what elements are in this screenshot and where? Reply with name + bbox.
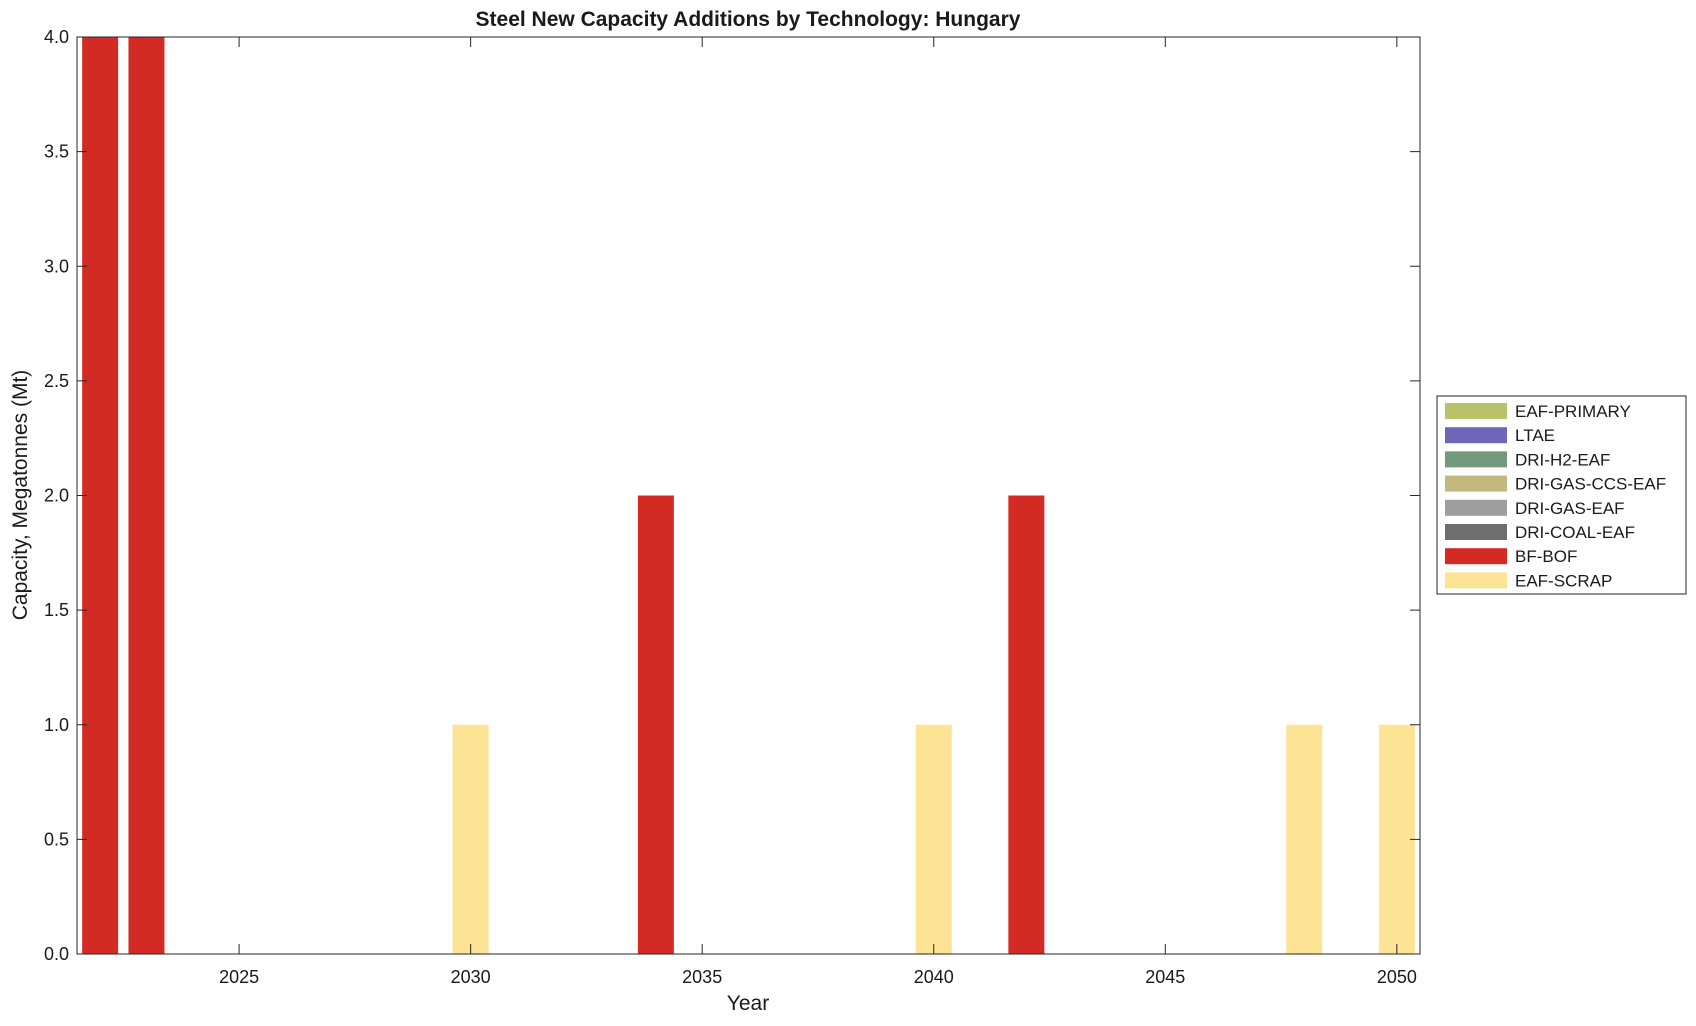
x-tick-label: 2040 [914,967,954,987]
y-tick-label: 1.5 [44,600,69,620]
legend-swatch-dri-h2-eaf [1445,451,1507,468]
chart-title: Steel New Capacity Additions by Technolo… [476,8,1021,31]
y-tick-label: 0.5 [44,829,69,849]
x-tick-label: 2030 [451,967,491,987]
legend-label-dri-coal-eaf: DRI-COAL-EAF [1515,523,1635,542]
legend-items: EAF-PRIMARY LTAE DRI-H2-EAF DRI-GAS-CCS-EAF… [1445,402,1666,590]
bar-eaf-scrap-2048 [1286,724,1323,954]
legend-label-ltae: LTAE [1515,426,1555,445]
legend-label-dri-gas-eaf: DRI-GAS-EAF [1515,499,1625,518]
y-tick-label: 4.0 [44,27,69,47]
legend-label-dri-gas-ccs-eaf: DRI-GAS-CCS-EAF [1515,475,1666,494]
ticks-layer: 2025 2030 2035 2040 2045 2050 0.0 0.5 1.0 1.5 2.0 2… [44,27,1420,987]
legend-label-bf-bof: BF-BOF [1515,547,1577,566]
legend-swatch-dri-gas-ccs-eaf [1445,475,1507,492]
y-tick-label: 1.0 [44,715,69,735]
x-tick-label: 2050 [1377,967,1417,987]
bar-eaf-scrap-2030 [452,724,489,954]
x-tick-label: 2025 [219,967,259,987]
bar-bf-bof-2022 [82,37,119,954]
y-tick-label: 0.0 [44,944,69,964]
legend-swatch-dri-gas-eaf [1445,499,1507,516]
legend-swatch-eaf-primary [1445,403,1507,419]
plot-frame [76,36,1421,955]
bar-eaf-scrap-2040 [915,724,952,954]
y-tick-label: 3.5 [44,142,69,162]
legend-swatch-eaf-scrap [1445,572,1507,589]
legend-swatch-ltae [1445,427,1507,444]
x-axis-label: Year [727,992,769,1015]
legend-swatch-bf-bof [1445,548,1507,565]
bars-layer [82,37,1415,954]
y-tick-label: 2.0 [44,486,69,506]
y-tick-label: 2.5 [44,371,69,391]
y-axis-label: Capacity, Megatonnes (Mt) [9,370,32,621]
bar-eaf-scrap-2050 [1378,724,1415,954]
legend-label-eaf-scrap: EAF-SCRAP [1515,571,1612,590]
y-tick-label: 3.0 [44,256,69,276]
x-tick-label: 2045 [1145,967,1185,987]
bar-bf-bof-2034 [637,495,674,954]
bar-bf-bof-2042 [1008,495,1045,954]
x-tick-label: 2035 [682,967,722,987]
bar-bf-bof-2023 [128,37,165,954]
legend-label-eaf-primary: EAF-PRIMARY [1515,402,1631,421]
legend-label-dri-h2-eaf: DRI-H2-EAF [1515,450,1610,469]
legend-swatch-dri-coal-eaf [1445,524,1507,540]
legend: EAF-PRIMARY LTAE DRI-H2-EAF DRI-GAS-CCS-EAF… [1436,395,1687,595]
